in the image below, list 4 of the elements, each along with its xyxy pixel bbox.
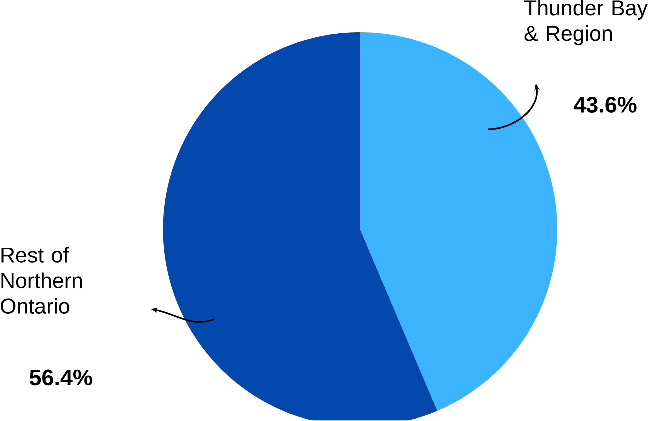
slice-label: Rest of Northern Ontario bbox=[1, 247, 82, 314]
data-label: 43.6% bbox=[574, 97, 637, 114]
slice-label: Thunder Bay & Region bbox=[524, 0, 648, 46]
data-label: 56.4% bbox=[30, 370, 92, 386]
